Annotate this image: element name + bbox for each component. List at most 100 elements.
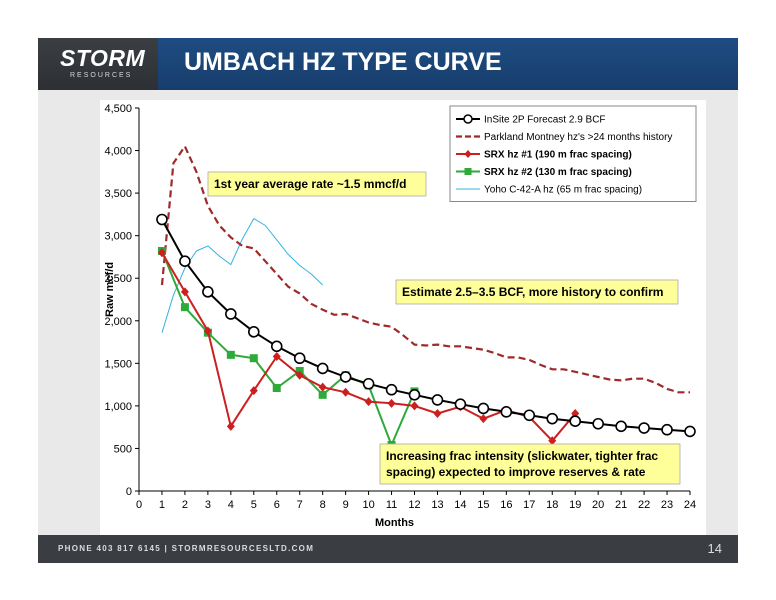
x-tick-label: 11	[386, 499, 397, 511]
legend-marker-0	[463, 114, 473, 124]
y-tick-label: 2,500	[104, 273, 132, 285]
series-point-0	[431, 394, 444, 406]
series-point-0	[615, 420, 627, 433]
x-tick-label: 17	[523, 499, 535, 511]
y-tick-label: 3,500	[104, 188, 132, 200]
footer-bar: PHONE 403 817 6145 | STORMRESOURCESLTD.C…	[38, 535, 738, 563]
page-number: 14	[707, 541, 722, 556]
x-tick-label: 0	[136, 499, 142, 511]
series-point-0	[202, 286, 214, 298]
series-point-0	[546, 412, 559, 425]
annotation-box-2	[379, 443, 681, 485]
series-point-0	[477, 402, 490, 415]
series-point-3	[180, 303, 189, 312]
series-point-2	[295, 370, 304, 380]
x-tick-label: 24	[684, 499, 696, 511]
type-curve-chart: 0 500 1,000 1,500 2,000 2,500 3,000 3,500 4,000 4…	[104, 103, 697, 529]
series-point-0	[500, 406, 513, 418]
x-tick-label: 12	[408, 499, 420, 511]
chart-panel: 0 500 1,000 1,500 2,000 2,500 3,000 3,500 4,000 4…	[100, 100, 706, 536]
y-tick-label: 500	[114, 443, 132, 455]
series-point-0	[385, 383, 398, 396]
company-logo: STORM RESOURCES	[38, 38, 158, 90]
series-point-2	[203, 326, 212, 336]
x-tick-label: 1	[159, 499, 165, 511]
x-tick-label: 9	[343, 499, 349, 511]
x-tick-label: 10	[362, 499, 374, 511]
annotation-text-2: Increasing frac intensity (slickwater, t…	[386, 449, 658, 463]
y-tick-label: 3,000	[104, 231, 132, 243]
annotation-text-1: Estimate 2.5–3.5 BCF, more history to co…	[402, 285, 663, 299]
series-point-2	[249, 386, 258, 396]
legend-label-3: SRX hz #2 (130 m frac spacing)	[484, 167, 632, 178]
legend-label-0: InSite 2P Forecast 2.9 BCF	[484, 115, 606, 126]
series-point-2	[318, 382, 327, 392]
legend-label-2: SRX hz #1 (190 m frac spacing)	[484, 150, 632, 161]
x-tick-label: 16	[500, 499, 512, 511]
series-point-2	[226, 421, 235, 431]
series-point-0	[454, 398, 467, 410]
legend-box	[449, 105, 697, 202]
series-point-2	[410, 401, 419, 411]
x-tick-label: 8	[320, 499, 326, 511]
legend-marker-2	[464, 150, 472, 158]
series-point-2	[387, 398, 396, 408]
series-point-0	[225, 308, 237, 320]
legend-label-4: Yoho C-42-A hz (65 m frac spacing)	[484, 185, 642, 196]
series-point-0	[408, 389, 421, 401]
logo-subtitle: RESOURCES	[70, 72, 133, 79]
series-point-0	[638, 422, 650, 434]
series-line-1	[160, 145, 690, 394]
logo-wordmark: STORM	[60, 45, 146, 71]
series-point-0	[523, 409, 536, 422]
series-point-2	[433, 409, 442, 419]
x-tick-label: 19	[569, 499, 581, 511]
annotation-text-0: 1st year average rate ~1.5 mmcf/d	[214, 177, 406, 191]
series-point-2	[548, 436, 557, 446]
x-tick-label: 4	[228, 499, 234, 511]
legend-label-1: Parkland Montney hz's >24 months history	[484, 132, 672, 143]
x-tick-label: 21	[615, 499, 627, 511]
x-tick-label: 22	[638, 499, 650, 511]
series-line-3	[161, 250, 416, 446]
x-tick-label: 7	[297, 499, 303, 511]
series-point-0	[569, 415, 582, 428]
series-point-0	[684, 425, 696, 438]
series-point-0	[156, 213, 168, 226]
series-line-4	[161, 218, 324, 333]
series-point-2	[272, 352, 281, 362]
series-point-0	[362, 377, 375, 390]
annotation-box-1	[395, 279, 679, 305]
series-point-3	[318, 390, 327, 399]
page-title: UMBACH HZ TYPE CURVE	[184, 48, 502, 76]
y-tick-label: 1,500	[104, 358, 132, 370]
series-point-0	[592, 417, 604, 430]
y-tick-label: 1,000	[104, 401, 132, 413]
x-tick-label: 5	[251, 499, 257, 511]
series-line-0	[161, 219, 691, 433]
series-point-0	[661, 423, 673, 436]
slide: STORM RESOURCES UMBACH HZ TYPE CURVE 0 50…	[38, 38, 738, 563]
y-axis-title: Raw mcf/d	[104, 262, 116, 317]
series-point-2	[341, 387, 350, 397]
series-point-2	[479, 414, 488, 424]
x-axis-title: Months	[375, 517, 414, 529]
series-point-0	[247, 326, 260, 338]
series-point-0	[270, 340, 283, 353]
series-point-0	[316, 362, 329, 375]
x-tick-label: 14	[454, 499, 466, 511]
x-tick-label: 6	[274, 499, 280, 511]
y-tick-label: 0	[126, 486, 132, 498]
series-point-0	[179, 255, 191, 267]
footer-contact: PHONE 403 817 6145 | STORMRESOURCESLTD.C…	[58, 544, 315, 553]
series-point-3	[226, 350, 235, 359]
x-tick-label: 18	[546, 499, 558, 511]
series-point-0	[293, 352, 306, 365]
x-tick-label: 2	[182, 499, 188, 511]
series-point-3	[272, 384, 281, 393]
series-point-3	[249, 354, 258, 363]
series-point-2	[364, 397, 373, 407]
x-tick-label: 3	[205, 499, 211, 511]
y-tick-label: 4,000	[104, 146, 132, 158]
x-tick-label: 23	[661, 499, 673, 511]
